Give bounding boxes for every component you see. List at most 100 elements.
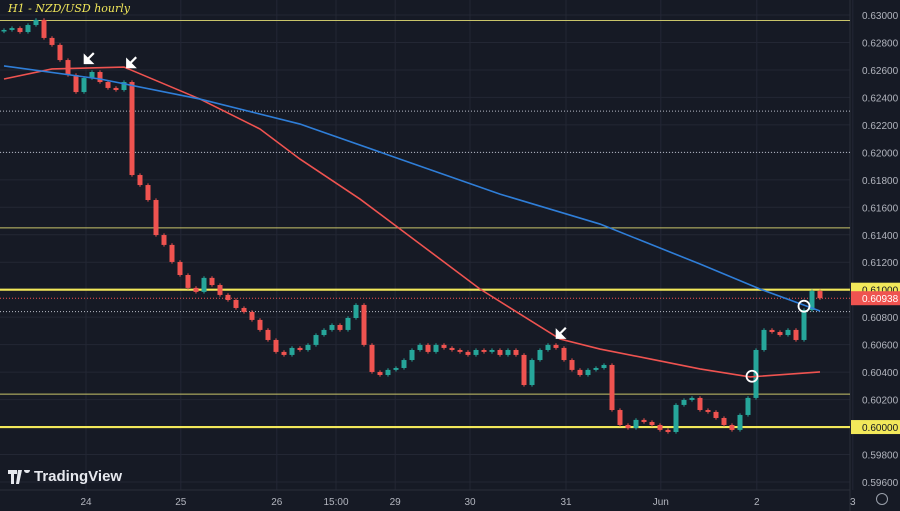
candle-body xyxy=(505,349,511,355)
candle-body xyxy=(385,369,391,375)
candle xyxy=(481,348,487,354)
y-tick-label: 0.60800 xyxy=(862,313,899,324)
y-tick-label: 0.63000 xyxy=(862,11,899,22)
candle xyxy=(561,346,567,362)
candle xyxy=(609,363,615,412)
candle xyxy=(129,80,135,177)
moving-average-red xyxy=(3,66,821,378)
candle-body xyxy=(217,285,223,295)
candle-body xyxy=(497,349,503,355)
candle xyxy=(761,328,767,352)
price-badge: 0.60000 xyxy=(851,420,900,435)
y-tick-label: 0.62000 xyxy=(862,148,899,159)
candle xyxy=(1,28,7,34)
candle-body xyxy=(241,307,247,312)
candle xyxy=(721,416,727,427)
candle-body xyxy=(609,364,615,411)
candle xyxy=(153,198,159,237)
candle xyxy=(521,353,527,387)
candle-body xyxy=(345,317,351,330)
candle xyxy=(401,358,407,370)
candle-body xyxy=(521,354,527,386)
candle xyxy=(777,330,783,337)
candle-body xyxy=(129,82,135,176)
candle xyxy=(377,370,383,377)
candle-body xyxy=(569,360,575,370)
y-tick-label: 0.60200 xyxy=(862,396,899,407)
candle xyxy=(361,303,367,347)
chart-title: H1 - NZD/USD hourly xyxy=(8,2,130,15)
candle-body xyxy=(713,411,719,418)
candle xyxy=(585,368,591,377)
candle-body xyxy=(145,185,151,201)
gear-icon[interactable] xyxy=(876,493,888,505)
price-badge-label: 0.60000 xyxy=(862,423,899,434)
candle-body xyxy=(185,275,191,288)
candle-body xyxy=(33,19,39,26)
candle xyxy=(41,18,47,40)
candle-body xyxy=(265,329,271,340)
candle xyxy=(417,343,423,352)
candle-body xyxy=(361,304,367,345)
candle-body xyxy=(809,291,815,311)
candle xyxy=(673,403,679,434)
candle-body xyxy=(537,349,543,361)
candle-body xyxy=(657,424,663,430)
y-tick-label: 0.61800 xyxy=(862,176,899,187)
x-tick-label: 26 xyxy=(271,497,283,508)
candle-body xyxy=(465,351,471,355)
price-badge-label: 0.60938 xyxy=(862,294,899,305)
moving-average-blue xyxy=(3,65,821,312)
candle xyxy=(353,303,359,320)
candle-body xyxy=(193,287,199,292)
candle-body xyxy=(97,72,103,83)
candle xyxy=(449,346,455,352)
candle-body xyxy=(681,399,687,405)
candle-body xyxy=(689,397,695,400)
candle-body xyxy=(729,424,735,430)
arrow-annotation-icon xyxy=(126,56,137,69)
candle xyxy=(385,368,391,377)
candle xyxy=(569,358,575,372)
brand-name: TradingView xyxy=(34,468,123,485)
candle-body xyxy=(697,397,703,411)
candle-body xyxy=(665,429,671,432)
candle-body xyxy=(297,347,303,350)
y-tick-label: 0.59600 xyxy=(862,478,899,489)
candle xyxy=(697,396,703,412)
candle xyxy=(793,328,799,342)
candle xyxy=(817,289,823,300)
candle xyxy=(257,318,263,332)
candle xyxy=(505,348,511,357)
candle-body xyxy=(705,410,711,412)
candle xyxy=(345,316,351,332)
candle xyxy=(113,86,119,92)
candle xyxy=(297,346,303,352)
candle-body xyxy=(321,329,327,336)
circle-annotation-icon xyxy=(745,369,759,383)
candle-body xyxy=(785,329,791,336)
candle-body xyxy=(49,37,55,45)
candle-body xyxy=(641,419,647,422)
candle-body xyxy=(513,349,519,355)
y-tick-label: 0.60400 xyxy=(862,368,899,379)
x-tick-label: 24 xyxy=(80,497,92,508)
candle-body xyxy=(457,349,463,352)
candle-body xyxy=(161,235,167,245)
tradingview-logo: TradingView xyxy=(8,468,122,485)
candle-body xyxy=(441,344,447,348)
candle-body xyxy=(57,44,63,61)
candle-body xyxy=(65,60,71,76)
candle-body xyxy=(73,75,79,93)
candle-body xyxy=(409,349,415,361)
candle xyxy=(577,368,583,377)
candle xyxy=(337,323,343,332)
candle-body xyxy=(489,349,495,352)
candle xyxy=(665,428,671,434)
candle-body xyxy=(25,25,31,33)
candle xyxy=(753,348,759,400)
candle xyxy=(473,348,479,357)
candle xyxy=(313,333,319,347)
x-tick-label: 25 xyxy=(175,497,187,508)
